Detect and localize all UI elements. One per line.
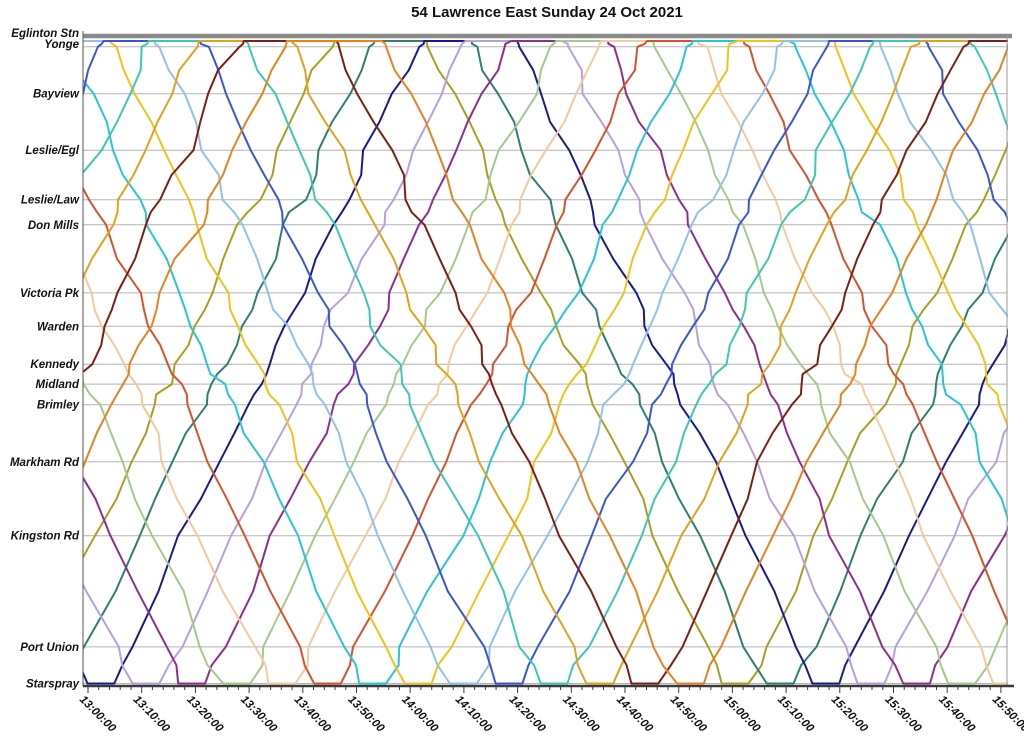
time-label-15:20:00: 15:20:00 bbox=[829, 694, 870, 735]
time-label-13:40:00: 13:40:00 bbox=[292, 694, 333, 735]
series-line-run-16 bbox=[83, 40, 1008, 685]
plot-frame bbox=[82, 31, 1014, 693]
time-label-13:10:00: 13:10:00 bbox=[131, 694, 172, 735]
station-label-Port Union: Port Union bbox=[20, 642, 79, 654]
time-label-14:50:00: 14:50:00 bbox=[668, 694, 709, 735]
time-label-15:40:00: 15:40:00 bbox=[936, 694, 977, 735]
series-line-run-08 bbox=[83, 40, 1008, 685]
series-line-run-02 bbox=[83, 40, 1008, 685]
time-label-14:10:00: 14:10:00 bbox=[453, 694, 494, 735]
station-label-Brimley: Brimley bbox=[37, 400, 80, 412]
time-label-13:00:00: 13:00:00 bbox=[77, 694, 118, 735]
chart-title: 54 Lawrence East Sunday 24 Oct 2021 bbox=[411, 4, 683, 21]
grid-lines bbox=[83, 33, 1012, 684]
series-line-run-04 bbox=[83, 40, 1008, 685]
time-label-13:50:00: 13:50:00 bbox=[345, 694, 386, 735]
series-line-run-11 bbox=[83, 40, 1008, 685]
time-label-14:00:00: 14:00:00 bbox=[399, 694, 440, 735]
series-line-run-06 bbox=[83, 40, 1008, 685]
station-label-Yonge: Yonge bbox=[44, 39, 79, 51]
station-label-Kingston Rd: Kingston Rd bbox=[11, 531, 80, 543]
station-label-Kennedy: Kennedy bbox=[30, 359, 79, 371]
time-label-14:30:00: 14:30:00 bbox=[560, 694, 601, 735]
station-label-Bayview: Bayview bbox=[33, 89, 80, 101]
series-line-run-13 bbox=[83, 40, 1008, 685]
series-line-run-07 bbox=[83, 40, 1008, 685]
series-line-run-12 bbox=[83, 40, 1008, 685]
station-label-Starspray: Starspray bbox=[26, 679, 80, 691]
station-label-Leslie/Egl: Leslie/Egl bbox=[25, 145, 79, 157]
station-label-Leslie/Law: Leslie/Law bbox=[21, 195, 80, 207]
time-label-15:50:00: 15:50:00 bbox=[990, 694, 1024, 735]
station-label-Markham Rd: Markham Rd bbox=[10, 457, 80, 469]
series-line-run-14 bbox=[83, 40, 1008, 685]
time-label-13:20:00: 13:20:00 bbox=[184, 694, 225, 735]
station-label-Warden: Warden bbox=[37, 321, 79, 333]
series-line-run-05 bbox=[83, 40, 1008, 685]
time-label-13:30:00: 13:30:00 bbox=[238, 694, 279, 735]
series-line-run-15 bbox=[83, 40, 1008, 685]
series-line-run-09 bbox=[83, 40, 1008, 685]
series-line-run-01 bbox=[83, 40, 1008, 685]
time-label-15:10:00: 15:10:00 bbox=[775, 694, 816, 735]
station-label-Victoria Pk: Victoria Pk bbox=[20, 288, 80, 300]
station-label-Midland: Midland bbox=[36, 379, 80, 391]
station-label-Don Mills: Don Mills bbox=[28, 220, 79, 232]
x-axis-time-labels: 13:00:00 13:10:00 13:20:00 13:30:00 13:40:00… bbox=[77, 694, 1024, 735]
series-line-run-10 bbox=[83, 40, 1008, 685]
time-label-14:40:00: 14:40:00 bbox=[614, 694, 655, 735]
time-label-15:00:00: 15:00:00 bbox=[721, 694, 762, 735]
series-lines bbox=[83, 40, 1008, 685]
time-label-14:20:00: 14:20:00 bbox=[506, 694, 547, 735]
time-label-15:30:00: 15:30:00 bbox=[882, 694, 923, 735]
series-line-run-03 bbox=[83, 40, 1008, 685]
station-label-Eglinton Stn: Eglinton Stn bbox=[11, 28, 79, 40]
